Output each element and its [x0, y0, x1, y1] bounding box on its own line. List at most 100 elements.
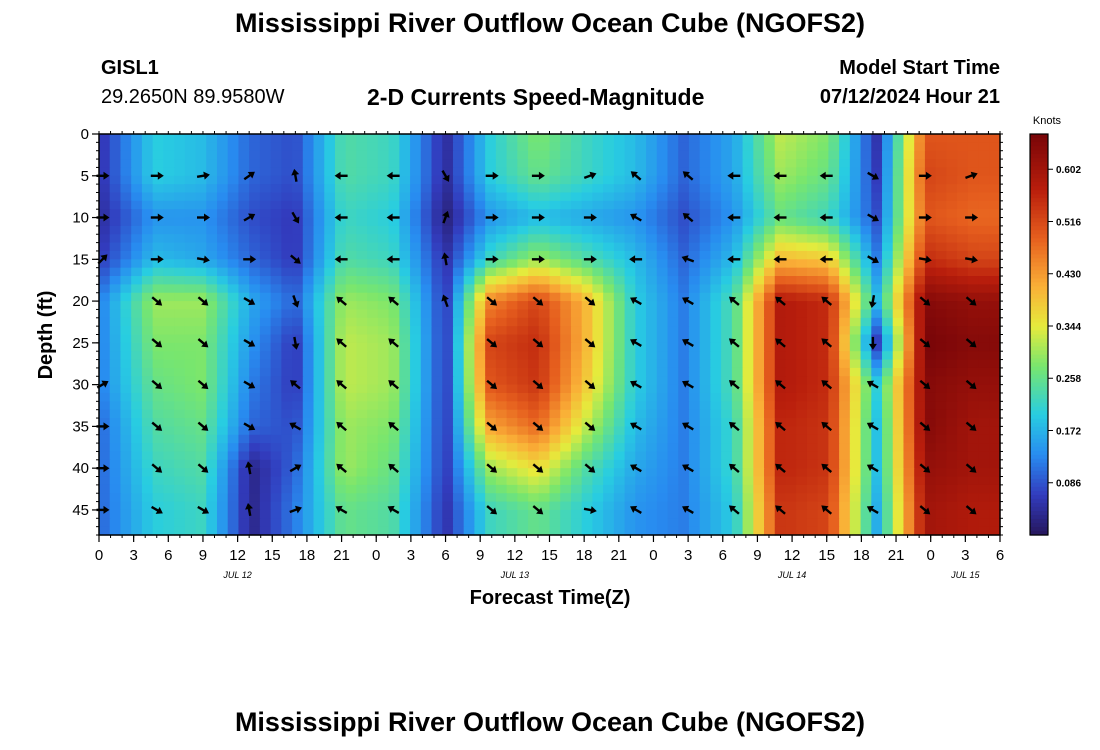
heatmap-cell [957, 384, 969, 394]
heatmap-cell [131, 493, 143, 503]
heatmap-cell [989, 443, 1001, 453]
heatmap-cell [174, 418, 186, 427]
heatmap-cell [721, 175, 733, 185]
x-tick-label: 18 [576, 547, 593, 564]
heatmap-cell [967, 367, 980, 377]
heatmap-cell [377, 526, 390, 536]
heatmap-cell [184, 175, 197, 185]
heatmap-cell [742, 217, 754, 227]
heatmap-cell [774, 526, 787, 536]
heatmap-cell [463, 451, 476, 461]
heatmap-cell [624, 526, 636, 536]
heatmap-cell [442, 192, 454, 202]
heatmap-cell [474, 526, 486, 536]
heatmap-cell [764, 250, 776, 260]
heatmap-cell [109, 242, 122, 252]
heatmap-cell [731, 518, 744, 528]
heatmap-cell [785, 259, 797, 269]
heatmap-cell [753, 426, 765, 436]
heatmap-cell [796, 501, 808, 511]
heatmap-cell [731, 150, 744, 160]
heatmap-cell [292, 418, 304, 427]
heatmap-cell [227, 301, 240, 311]
heatmap-cell [549, 225, 561, 235]
current-vector-arrow [728, 338, 740, 348]
heatmap-cell [646, 184, 658, 194]
current-vector-arrow [441, 252, 450, 266]
heatmap-cell [131, 351, 143, 361]
heatmap-cell [871, 418, 883, 427]
heatmap-cell [474, 384, 486, 394]
current-vector-arrow [485, 171, 499, 180]
heatmap-cell [978, 284, 990, 294]
current-vector-arrow [965, 505, 977, 515]
heatmap-cell [292, 468, 304, 478]
heatmap-cell [442, 501, 454, 511]
heatmap-cell [924, 301, 937, 311]
heatmap-cell [152, 184, 164, 194]
heatmap-cell [485, 493, 497, 503]
heatmap-cell [989, 509, 1001, 519]
colorbar-swatch [1030, 258, 1048, 263]
heatmap-cell [120, 493, 132, 503]
heatmap-cell [828, 250, 840, 260]
heatmap-cell [485, 317, 497, 327]
current-vector-arrow [583, 255, 597, 264]
heatmap-cell [742, 409, 754, 419]
heatmap-cell [281, 159, 293, 169]
heatmap-cell [806, 401, 819, 411]
heatmap-cell [656, 518, 669, 528]
heatmap-cell [678, 326, 690, 336]
heatmap-cell [356, 392, 368, 402]
heatmap-cell [131, 192, 143, 202]
heatmap-cell [528, 484, 540, 494]
heatmap-cell [506, 192, 518, 202]
heatmap-cell [495, 259, 508, 269]
heatmap-cell [592, 259, 604, 269]
heatmap-cell [141, 259, 154, 269]
heatmap-cell [978, 250, 990, 260]
heatmap-cell [849, 159, 862, 169]
heatmap-cell [656, 309, 669, 319]
heatmap-cell [860, 409, 872, 419]
heatmap-cell [141, 342, 154, 352]
heatmap-cell [613, 451, 626, 461]
heatmap-cell [635, 175, 647, 185]
heatmap-cell [817, 200, 829, 210]
heatmap-cell [356, 134, 368, 143]
heatmap-cell [216, 418, 229, 427]
heatmap-cell [753, 242, 765, 252]
heatmap-cell [377, 326, 390, 336]
colorbar-swatch [1030, 230, 1048, 235]
heatmap-cell [195, 242, 207, 252]
heatmap-cell [99, 234, 111, 244]
heatmap-cell [174, 476, 186, 486]
heatmap-cell [270, 209, 282, 219]
heatmap-cell [452, 392, 465, 402]
heatmap-cell [109, 384, 122, 394]
heatmap-cell [764, 242, 776, 252]
heatmap-cell [774, 209, 787, 219]
heatmap-cell [978, 142, 990, 152]
current-vector-arrow [775, 338, 786, 348]
heatmap-cell [549, 451, 561, 461]
heatmap-cell [506, 209, 518, 219]
heatmap-cell [828, 225, 840, 235]
heatmap-cell [903, 409, 915, 419]
heatmap-cell [678, 367, 690, 377]
heatmap-cell [259, 142, 272, 152]
heatmap-cell [281, 351, 293, 361]
heatmap-cell [796, 184, 808, 194]
heatmap-cell [131, 167, 143, 177]
heatmap-cell [345, 159, 358, 169]
heatmap-cell [806, 267, 819, 277]
heatmap-cell [774, 509, 787, 519]
heatmap-cell [206, 209, 218, 219]
heatmap-cell [517, 518, 529, 528]
heatmap-cell [163, 342, 175, 352]
colorbar-tick-label: 0.086 [1056, 479, 1081, 490]
heatmap-cell [978, 518, 990, 528]
heatmap-cell [227, 484, 240, 494]
heatmap-cell [646, 434, 658, 444]
heatmap-cell [924, 434, 937, 444]
